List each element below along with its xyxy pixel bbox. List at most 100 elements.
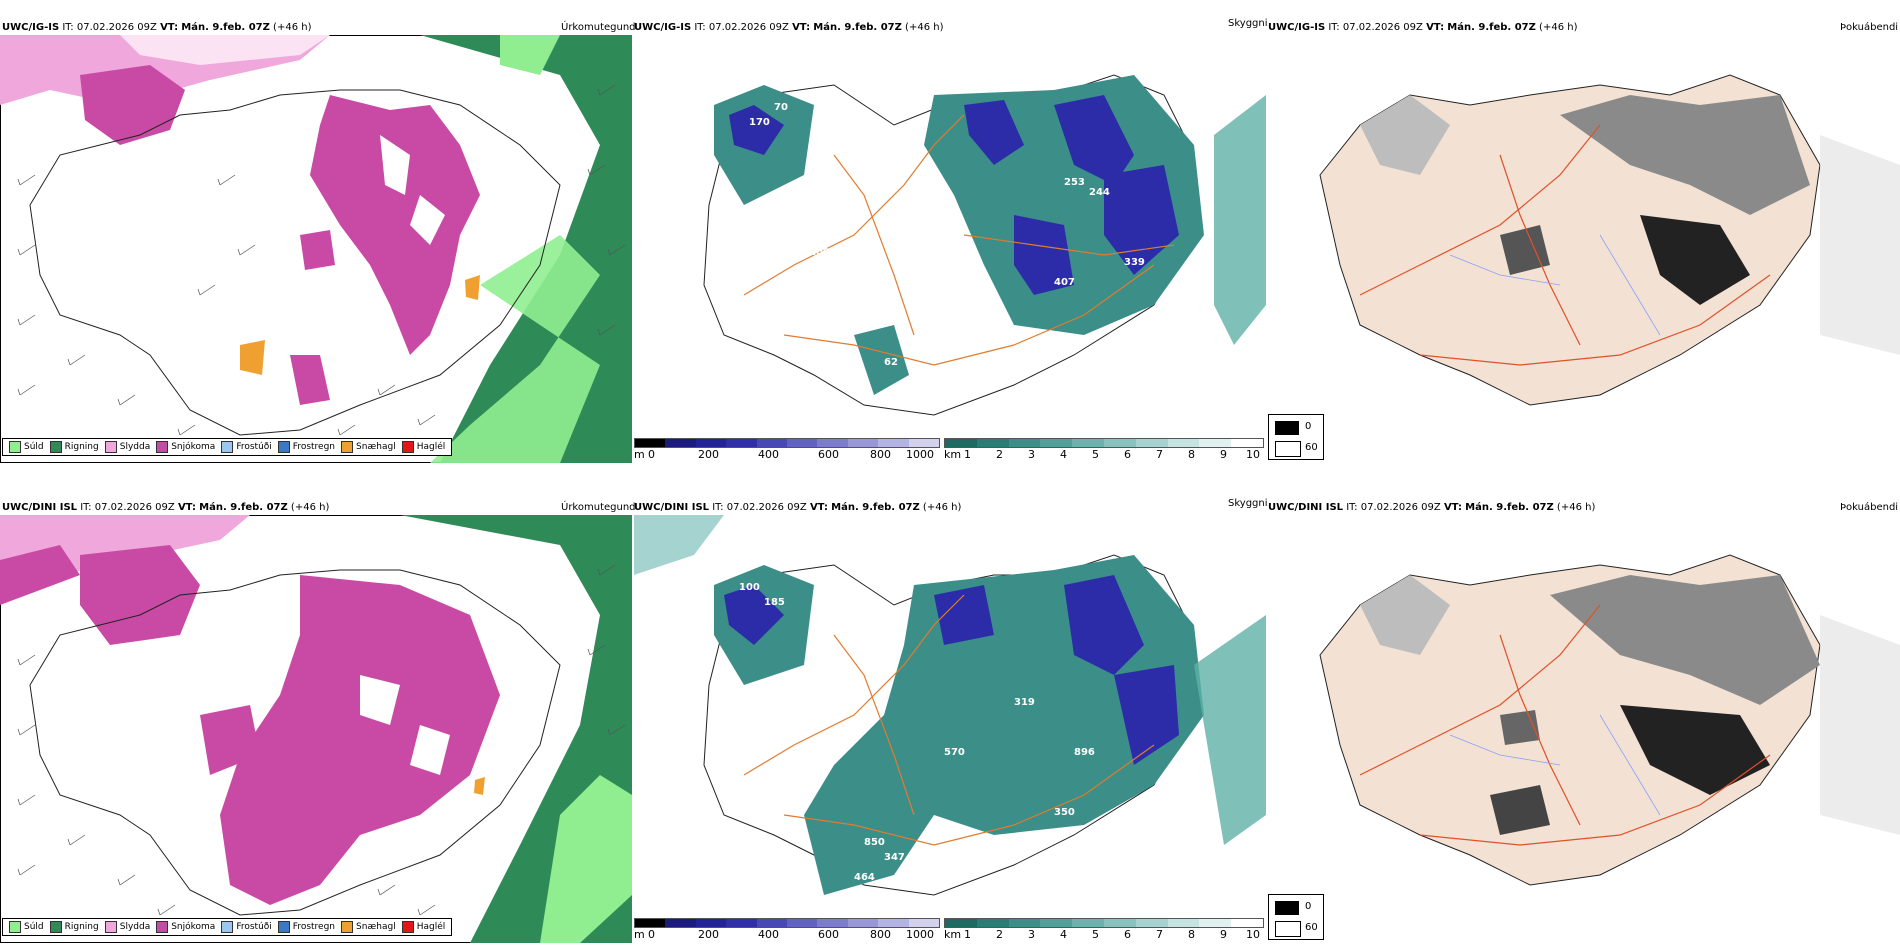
init-time: IT: 07.02.2026 09Z: [694, 22, 789, 33]
valid-time: Mán. 9.feb. 07Z: [831, 502, 920, 513]
visibility-colorbar-0: [944, 438, 1264, 448]
lead-time: (+46 h): [1539, 22, 1578, 33]
valid-time-label: VT:: [177, 502, 196, 513]
valid-time: Mán. 9.feb. 07Z: [199, 502, 288, 513]
fog-tick: 0: [1305, 901, 1312, 912]
panel-title-vis-1: Skyggni: [1228, 498, 1268, 509]
elev-tick: 0: [648, 928, 655, 941]
legend-item: Snjókoma: [156, 921, 215, 933]
vis-label: 185: [764, 597, 785, 608]
vis-tick: 1: [964, 448, 971, 461]
visibility-colorbar-1: [944, 918, 1264, 928]
vis-label: 170: [749, 117, 770, 128]
vis-tick: 6: [1124, 928, 1131, 941]
header-precip-1: UWC/DINI ISL IT: 07.02.2026 09Z VT: Mán.…: [2, 502, 329, 513]
header-vis-0: UWC/IG-IS IT: 07.02.2026 09Z VT: Mán. 9.…: [634, 22, 943, 33]
fog-map-0: [1319, 74, 1900, 406]
elev-tick: 1000: [906, 448, 934, 461]
vis-label: 100: [739, 582, 760, 593]
valid-time: Mán. 9.feb. 07Z: [181, 22, 270, 33]
vis-tick: 7: [1156, 448, 1163, 461]
vis-label: 570: [944, 747, 965, 758]
vis-tick: 9: [1220, 928, 1227, 941]
model-name: UWC/DINI ISL: [634, 502, 710, 513]
vis-label: 70: [774, 102, 788, 113]
fog-legend-0: 0 60: [1268, 414, 1324, 460]
header-precip-0: UWC/IG-IS IT: 07.02.2026 09Z VT: Mán. 9.…: [2, 22, 311, 33]
panel-title-fog-1: Þokuábendi: [1840, 502, 1899, 513]
vis-tick: 10: [1246, 928, 1260, 941]
init-time: IT: 07.02.2026 09Z: [1328, 22, 1423, 33]
vis-label: 464: [854, 872, 875, 883]
fog-tick: 60: [1305, 922, 1318, 933]
elev-tick: 800: [870, 928, 891, 941]
elev-tick: 800: [870, 448, 891, 461]
elev-tick: 200: [698, 928, 719, 941]
vis-tick: 2: [996, 448, 1003, 461]
vis-tick: 7: [1156, 928, 1163, 941]
legend-item: Súld: [9, 921, 44, 933]
precip-map-1: [0, 515, 632, 943]
elev-tick: 600: [818, 448, 839, 461]
init-time: IT: 07.02.2026 09Z: [712, 502, 807, 513]
vis-label: 62: [884, 357, 898, 368]
panel-title-precip-1: Úrkomutegund: [561, 502, 636, 513]
legend-item: Rigning: [49, 441, 99, 453]
vis-tick: 4: [1060, 928, 1067, 941]
vis-tick: 1: [964, 928, 971, 941]
panel-title-precip-0: Úrkomutegund: [561, 22, 636, 33]
vis-label: 896: [1074, 747, 1095, 758]
lead-time: (+46 h): [290, 502, 330, 513]
row-1: UWC/DINI ISL IT: 07.02.2026 09Z VT: Mán.…: [0, 480, 1900, 950]
legend-item: Slydda: [104, 441, 150, 453]
vis-label: 347: [884, 852, 905, 863]
row-0: UWC/IG-IS IT: 07.02.2026 09Z VT: Mán. 9.…: [0, 0, 1900, 470]
valid-time-label: VT:: [792, 22, 811, 33]
vis-label: 850: [864, 837, 885, 848]
legend-item: Snjókoma: [156, 441, 215, 453]
vis-tick: 6: [1124, 448, 1131, 461]
legend-item: Frostúði: [221, 441, 272, 453]
lead-time: (+46 h): [273, 22, 312, 33]
panel-title-fog-0: Þokuábendi: [1840, 22, 1899, 33]
vis-unit: km: [944, 448, 962, 461]
lead-time: (+46 h): [922, 502, 962, 513]
legend-item: Snæhagl: [341, 441, 396, 453]
valid-time-label: VT:: [1443, 502, 1462, 513]
vis-tick: 8: [1188, 928, 1195, 941]
vis-label: 350: [1054, 807, 1075, 818]
legend-item: Haglél: [401, 441, 445, 453]
legend-item: Rigning: [49, 921, 99, 933]
legend-item: Frostregn: [277, 441, 335, 453]
vis-tick: 5: [1092, 448, 1099, 461]
vis-label: 339: [1124, 257, 1145, 268]
elev-tick: 0: [648, 448, 655, 461]
valid-time-label: VT:: [1426, 22, 1445, 33]
fog-tick: 60: [1305, 442, 1318, 453]
vis-map-0: 186 109 170 70 253 244 339 407 62 104: [703, 74, 1266, 416]
elev-tick: 600: [818, 928, 839, 941]
precip-legend-1: Súld Rigning Slydda Snjókoma Frostúði Fr…: [2, 918, 453, 936]
legend-item: Snæhagl: [341, 921, 396, 933]
fog-map-1: [1319, 554, 1900, 886]
elev-unit: m: [634, 448, 645, 461]
init-time: IT: 07.02.2026 09Z: [80, 502, 175, 513]
vis-tick: 3: [1028, 928, 1035, 941]
legend-item: Frostúði: [221, 921, 272, 933]
lead-time: (+46 h): [905, 22, 944, 33]
vis-label: 253: [1064, 177, 1085, 188]
vis-tick: 8: [1188, 448, 1195, 461]
vis-tick: 3: [1028, 448, 1035, 461]
valid-time: Mán. 9.feb. 07Z: [1447, 22, 1536, 33]
valid-time-label: VT:: [160, 22, 179, 33]
panel-title-vis-0: Skyggni: [1228, 18, 1268, 29]
model-name: UWC/IG-IS: [2, 22, 60, 33]
precip-map-0: [0, 35, 632, 463]
legend-item: Súld: [9, 441, 44, 453]
vis-tick: 5: [1092, 928, 1099, 941]
vis-tick: 4: [1060, 448, 1067, 461]
legend-item: Haglél: [401, 921, 445, 933]
vis-label: 244: [1089, 187, 1110, 198]
elev-tick: 200: [698, 448, 719, 461]
elev-tick: 400: [758, 448, 779, 461]
